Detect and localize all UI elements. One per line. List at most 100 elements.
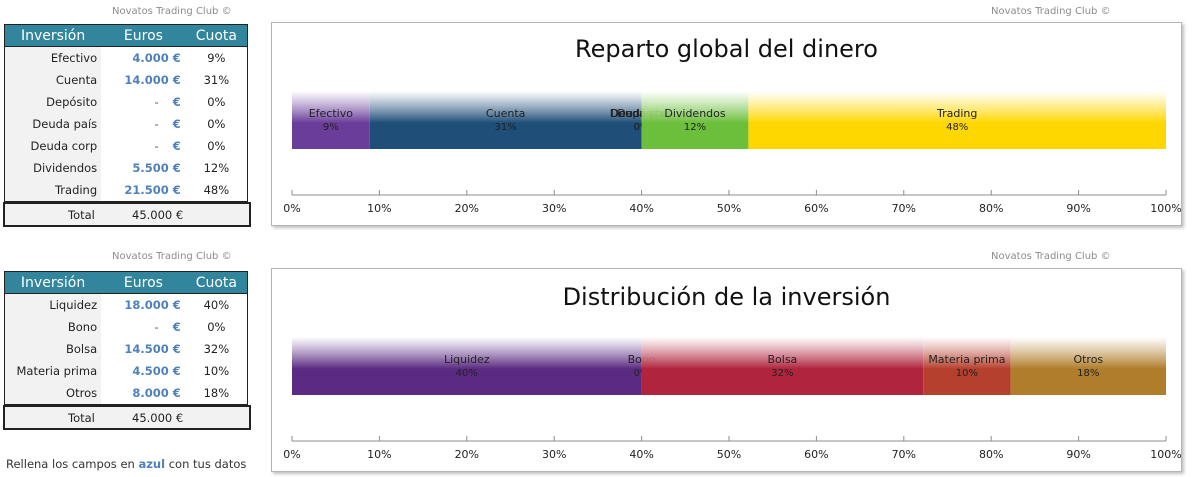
x-tick-label: 50% — [717, 448, 741, 461]
row-name: Bono — [4, 316, 102, 338]
row-name: Materia prima — [4, 360, 102, 382]
row-pct: 0% — [185, 316, 248, 338]
bar-label-name: Otros — [1073, 353, 1103, 366]
x-tick-label: 80% — [979, 448, 1003, 461]
bar-label-value: 12% — [684, 122, 706, 133]
total-label: Total — [68, 411, 95, 425]
investment-table-global: Inversión Euros Cuota Efectivo 4.000 € 9% … — [4, 24, 248, 202]
euros-input[interactable]: - € — [154, 117, 181, 131]
x-tick-label: 0% — [283, 202, 300, 215]
euros-input[interactable]: 4.000 € — [132, 51, 181, 65]
row-name: Cuenta — [4, 69, 102, 91]
x-tick-label: 60% — [804, 202, 828, 215]
note-text: Rellena los campos en — [6, 457, 135, 471]
bar-label-value: 0% — [634, 368, 650, 379]
table-row: Cuenta 14.000 € 31% — [4, 69, 248, 91]
row-pct: 31% — [185, 69, 248, 91]
x-tick-label: 20% — [455, 448, 479, 461]
row-pct: 48% — [185, 179, 248, 202]
col-header-inversion: Inversión — [4, 24, 102, 47]
euros-input[interactable]: - € — [154, 320, 181, 334]
credit-text: Novatos Trading Club © — [991, 251, 1111, 262]
bar-label-name: Materia prima — [928, 353, 1005, 366]
row-pct: 10% — [185, 360, 248, 382]
bar-label-value: 0% — [634, 122, 650, 133]
x-tick-label: 40% — [629, 448, 653, 461]
bar-label-value: 9% — [323, 122, 339, 133]
x-tick-label: 0% — [283, 448, 300, 461]
euros-input[interactable]: 5.500 € — [132, 161, 181, 175]
col-header-euros: Euros — [101, 271, 186, 294]
table-row: Otros 8.000 €18% — [4, 382, 248, 405]
x-tick-label: 10% — [367, 202, 391, 215]
euros-input[interactable]: 8.000 € — [101, 382, 186, 405]
total-row: Total 45.000 € — [3, 405, 251, 430]
bar-segment — [641, 337, 924, 395]
col-header-inversion: Inversión — [4, 271, 102, 294]
credit-text: Novatos Trading Club © — [112, 251, 232, 262]
table-row: Bolsa 14.500 € 32% — [4, 338, 248, 360]
bar-segment — [1010, 337, 1166, 395]
bar-segment — [923, 337, 1011, 395]
euros-input[interactable]: 14.000 € — [124, 73, 181, 87]
row-name: Otros — [4, 382, 102, 405]
col-header-cuota: Cuota — [185, 271, 248, 294]
euros-input[interactable]: 14.500 € — [124, 342, 181, 356]
chart-title: Reparto global del dinero — [575, 35, 878, 63]
bar-label-value: 40% — [456, 368, 478, 379]
x-tick-label: 30% — [542, 202, 566, 215]
table-body: Efectivo 4.000 € 9% Cuenta 14.000 € 31% Depó… — [4, 46, 248, 202]
total-row: Total 45.000 € — [3, 202, 251, 227]
bar-label-name: Trading — [936, 107, 977, 120]
x-tick-label: 30% — [542, 448, 566, 461]
chart-distribucion-inversion: Distribución de la inversión Liquidez 40%… — [271, 268, 1182, 472]
row-name: Dividendos — [4, 157, 102, 179]
row-pct: 9% — [185, 46, 248, 69]
bar-segment — [748, 91, 1166, 149]
table-body: Liquidez 18.000 € 40% Bono - € 0% Bolsa 14.500… — [4, 293, 248, 405]
euros-input[interactable]: 18.000 € — [124, 298, 181, 312]
row-name: Efectivo — [4, 46, 102, 69]
instruction-note: Rellena los campos en azul con tus datos — [6, 457, 246, 471]
bar-label-value: 0% — [634, 122, 650, 133]
row-pct: 0% — [185, 113, 248, 135]
table-row: Liquidez 18.000 € 40% — [4, 293, 248, 316]
euros-input[interactable]: 21.500 € — [101, 179, 186, 202]
euros-input[interactable]: - € — [154, 139, 181, 153]
x-tick-label: 70% — [892, 202, 916, 215]
table-row: Trading 21.500 €48% — [4, 179, 248, 202]
euros-input[interactable]: 4.500 € — [132, 364, 181, 378]
bar-segment — [369, 91, 642, 149]
row-pct: 32% — [185, 338, 248, 360]
total-value: 45.000 € — [132, 208, 184, 222]
bar-label-name: Dividendos — [664, 107, 726, 120]
total-label: Total — [68, 208, 95, 222]
bar-segment — [292, 91, 370, 149]
x-tick-label: 80% — [979, 202, 1003, 215]
table-row: Depósito - € 0% — [4, 91, 248, 113]
bar-label-value: 48% — [946, 122, 968, 133]
table-row: Efectivo 4.000 € 9% — [4, 46, 248, 69]
bar-label-name: Cuenta — [486, 107, 525, 120]
row-name: Bolsa — [4, 338, 102, 360]
row-name: Liquidez — [4, 293, 102, 316]
row-name: Trading — [4, 179, 102, 202]
row-name: Deuda corp — [4, 135, 102, 157]
table-row: Materia prima 4.500 € 10% — [4, 360, 248, 382]
euros-input[interactable]: - € — [154, 95, 181, 109]
x-tick-label: 50% — [717, 202, 741, 215]
investment-table-distribution: Inversión Euros Cuota Liquidez 18.000 € 40… — [4, 271, 248, 405]
total-value: 45.000 € — [132, 411, 184, 425]
x-tick-label: 40% — [629, 202, 653, 215]
table-row: Deuda país - € 0% — [4, 113, 248, 135]
col-header-euros: Euros — [101, 24, 186, 47]
bar-label-value: 18% — [1077, 368, 1099, 379]
x-tick-label: 100% — [1150, 448, 1181, 461]
table-row: Bono - € 0% — [4, 316, 248, 338]
credit-text: Novatos Trading Club © — [991, 6, 1111, 17]
x-tick-label: 90% — [1066, 448, 1090, 461]
table-row: Dividendos 5.500 € 12% — [4, 157, 248, 179]
bar-label-value: 31% — [495, 122, 517, 133]
